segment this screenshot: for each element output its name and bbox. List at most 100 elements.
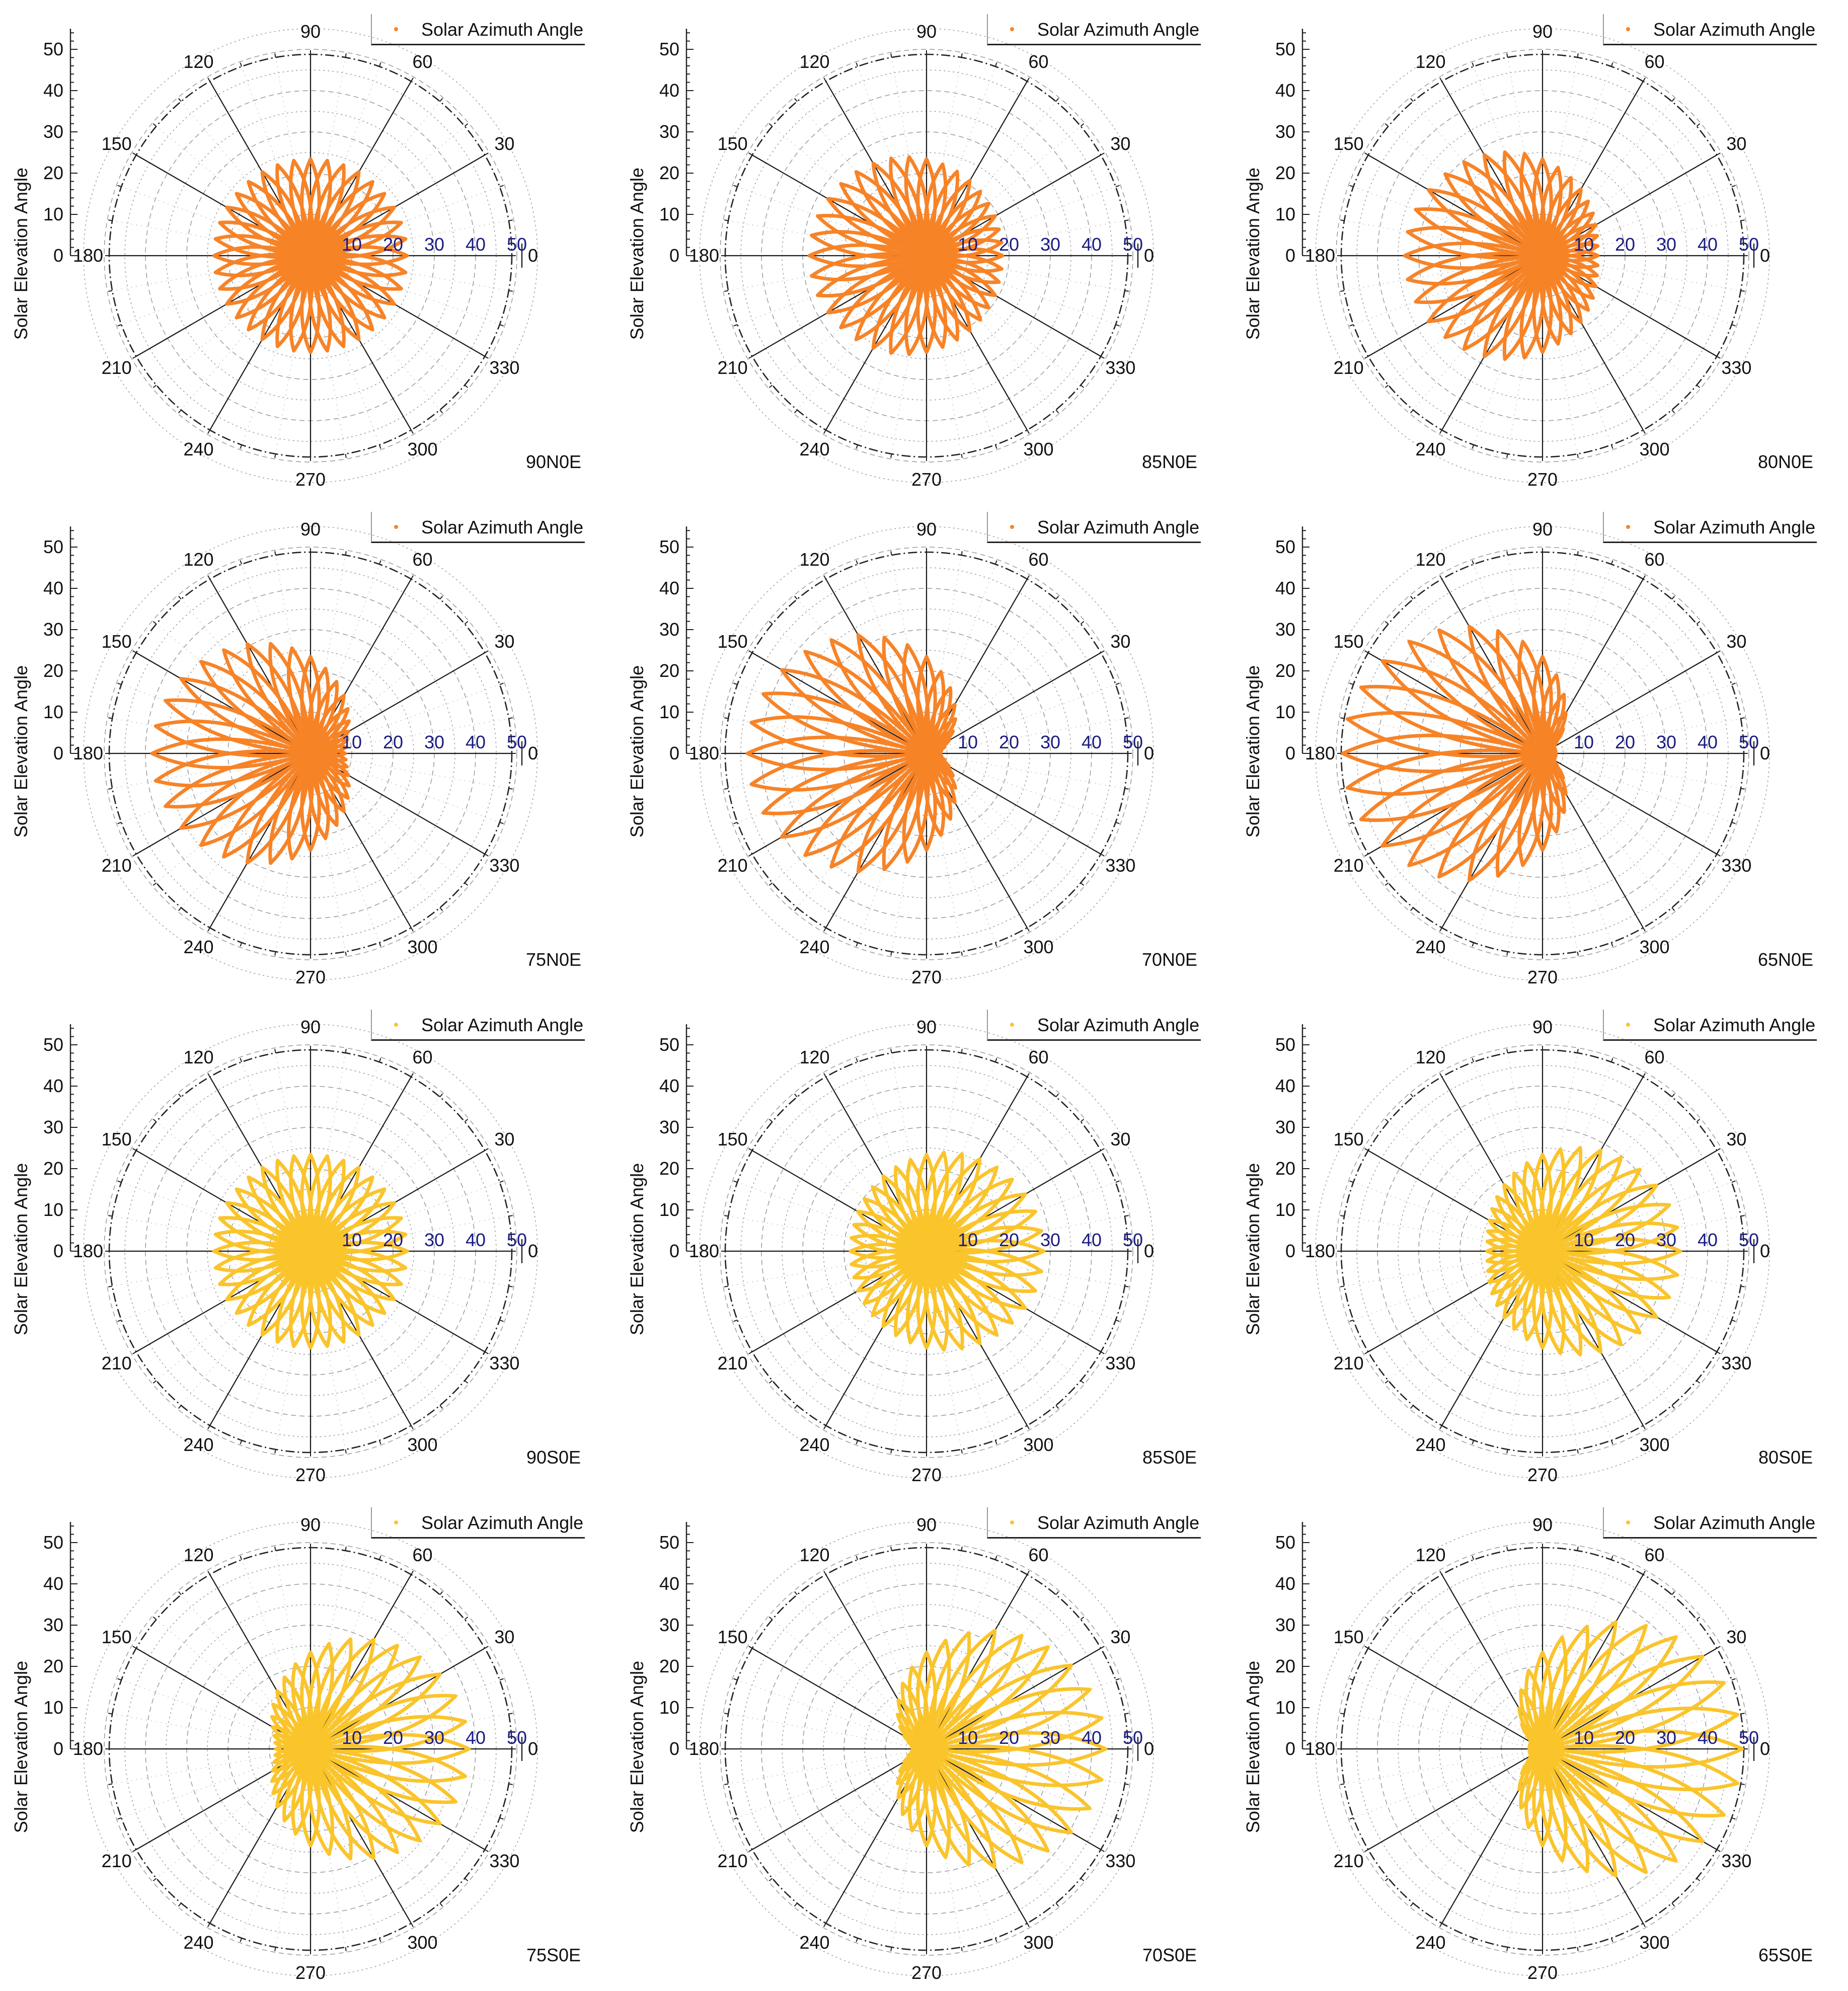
angle-label: 150 — [717, 1128, 748, 1150]
petal-az-260 — [904, 254, 930, 356]
petal-az-350 — [925, 253, 1004, 273]
grid-ring — [699, 526, 1154, 981]
grid-ring — [104, 1044, 517, 1458]
angle-label: 270 — [1527, 1465, 1558, 1485]
petal-hub — [1527, 1734, 1558, 1764]
outer-tick — [1472, 1556, 1475, 1560]
outer-tick — [464, 882, 469, 886]
outer-tick — [178, 1902, 182, 1907]
angle-label: 270 — [911, 967, 942, 987]
y-axis-title: Solar Elevation Angle — [11, 167, 31, 340]
petal-az-180 — [1341, 733, 1545, 774]
angle-label: 210 — [101, 855, 132, 876]
radius-label: 30 — [1656, 1230, 1677, 1250]
radius-label: 40 — [1697, 234, 1718, 255]
outer-tick — [1027, 927, 1030, 932]
minor-spoke — [1561, 262, 1732, 325]
outer-tick — [1731, 1678, 1736, 1681]
minor-spoke — [1555, 1594, 1672, 1734]
angle-label: 240 — [183, 1434, 214, 1456]
outer-tick — [1716, 356, 1721, 359]
angle-label: 240 — [1415, 1434, 1446, 1456]
radial-tick-label: 20 — [43, 1158, 63, 1179]
petal-az-340 — [925, 254, 1001, 284]
angle-label: 150 — [1333, 133, 1364, 154]
panel-title: 85N0E — [1141, 451, 1198, 472]
angle-label: 150 — [101, 631, 132, 652]
minor-spoke — [181, 1594, 298, 1734]
angle-label: 210 — [101, 357, 132, 378]
petal-az-10 — [925, 238, 1004, 259]
radius-label: 40 — [465, 732, 486, 752]
outer-tick — [1410, 409, 1414, 414]
radial-tick-label: 20 — [659, 163, 679, 183]
y-axis-title: Solar Elevation Angle — [11, 665, 31, 838]
petal-az-340 — [1541, 254, 1599, 278]
outer-tick — [748, 1148, 753, 1151]
petal-az-110 — [1502, 150, 1545, 258]
angle-label: 120 — [1415, 549, 1446, 570]
petal-az-130 — [1462, 160, 1545, 258]
radial-tick-label: 30 — [43, 121, 63, 142]
radial-tick-label: 40 — [659, 1573, 679, 1594]
petal-az-110 — [889, 157, 929, 258]
radial-tick-label: 30 — [659, 1117, 679, 1137]
legend: Solar Azimuth Angle — [371, 14, 585, 45]
radius-label: 10 — [341, 732, 362, 752]
outer-tick — [1124, 1215, 1129, 1217]
outer-tick — [1080, 123, 1085, 127]
radial-tick-label: 30 — [43, 1117, 63, 1137]
outer-tick — [378, 942, 381, 947]
petal-hub — [295, 1236, 326, 1266]
outer-tick — [748, 650, 753, 653]
radius-label: 10 — [1573, 732, 1594, 752]
angle-label: 270 — [911, 1962, 942, 1983]
outer-tick — [1100, 854, 1105, 857]
outer-tick — [152, 123, 157, 127]
outer-tick — [794, 409, 798, 414]
petal-az-210 — [225, 254, 313, 306]
outer-tick — [1410, 595, 1414, 600]
minor-spoke — [946, 1752, 1125, 1785]
outer-tick — [823, 429, 826, 434]
outer-tick — [152, 1878, 157, 1882]
petal-az-60 — [1541, 187, 1583, 258]
outer-tick — [411, 1073, 414, 1078]
panel-title: 75S0E — [526, 1945, 581, 1965]
petal-az-340 — [309, 1249, 403, 1286]
radial-tick-label: 10 — [659, 1199, 679, 1220]
petal-az-170 — [153, 719, 313, 758]
major-spoke — [825, 753, 927, 928]
polar-plot — [69, 526, 538, 981]
petal-az-70 — [925, 1152, 964, 1253]
outer-tick — [823, 927, 826, 932]
petal-az-270 — [1532, 1249, 1553, 1350]
outer-tick — [439, 409, 443, 414]
outer-tick — [1384, 1380, 1389, 1384]
minor-spoke — [797, 599, 914, 738]
panel-title: 65S0E — [1758, 1945, 1813, 1965]
angle-label: 270 — [1527, 1962, 1558, 1983]
outer-tick — [484, 650, 489, 653]
petal-az-190 — [749, 749, 929, 792]
y-axis-title: Solar Elevation Angle — [1243, 1163, 1263, 1336]
petal-az-350 — [1541, 1744, 1740, 1792]
outer-tick — [1340, 788, 1345, 790]
minor-spoke — [323, 769, 440, 908]
outer-tick — [1577, 951, 1579, 956]
petal-az-170 — [749, 715, 929, 758]
outer-tick — [207, 1571, 210, 1575]
outer-tick — [132, 1351, 137, 1354]
petal-az-220 — [862, 1249, 929, 1306]
outer-tick — [1349, 1678, 1354, 1681]
grid-ring — [83, 1024, 538, 1479]
radial-tick-label: 10 — [43, 1199, 63, 1220]
grid-ring — [1336, 49, 1749, 463]
radial-tick-label: 30 — [659, 121, 679, 142]
petal-az-280 — [923, 254, 948, 349]
angle-label: 90 — [300, 519, 321, 540]
angle-label: 180 — [1304, 245, 1336, 266]
petal-az-50 — [309, 1644, 399, 1751]
outer-tick — [508, 290, 513, 292]
radius-label: 50 — [1122, 1230, 1143, 1250]
